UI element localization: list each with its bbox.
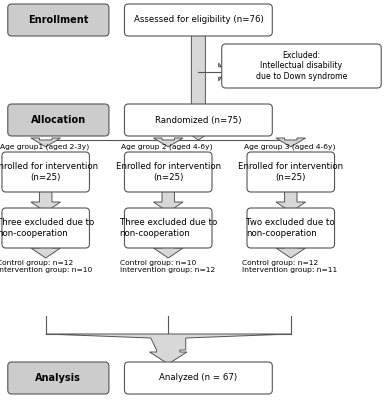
Polygon shape [153, 188, 183, 212]
Text: Two excluded due to
non-cooperation: Two excluded due to non-cooperation [247, 218, 335, 238]
FancyBboxPatch shape [124, 152, 212, 192]
FancyBboxPatch shape [247, 208, 335, 248]
Text: Enrolled for intervention
(n=25): Enrolled for intervention (n=25) [238, 162, 343, 182]
Text: Age group 3 (aged 4-6y): Age group 3 (aged 4-6y) [244, 144, 336, 150]
Polygon shape [153, 244, 183, 258]
FancyBboxPatch shape [2, 208, 89, 248]
Text: Analyzed (n = 67): Analyzed (n = 67) [159, 374, 237, 382]
Polygon shape [153, 138, 183, 147]
Polygon shape [184, 130, 213, 140]
Text: Control group: n=12
Intervention group: n=11: Control group: n=12 Intervention group: … [242, 260, 337, 273]
Polygon shape [46, 334, 291, 364]
Text: Three excluded due to
non-cooperation: Three excluded due to non-cooperation [0, 218, 94, 238]
Polygon shape [31, 138, 61, 147]
Polygon shape [31, 188, 61, 212]
FancyBboxPatch shape [8, 362, 109, 394]
FancyBboxPatch shape [8, 4, 109, 36]
Text: Three excluded due to
non-cooperation: Three excluded due to non-cooperation [120, 218, 217, 238]
FancyBboxPatch shape [124, 104, 272, 136]
Text: Randomized (n=75): Randomized (n=75) [155, 116, 242, 124]
Polygon shape [276, 138, 306, 147]
Text: Control group: n=12
Intervention group: n=10: Control group: n=12 Intervention group: … [0, 260, 92, 273]
Text: Control group: n=10
Intervention group: n=12: Control group: n=10 Intervention group: … [120, 260, 215, 273]
FancyBboxPatch shape [222, 44, 381, 88]
Text: Enrolled for intervention
(n=25): Enrolled for intervention (n=25) [0, 162, 98, 182]
Text: Age group 2 (aged 4-6y): Age group 2 (aged 4-6y) [121, 144, 213, 150]
FancyBboxPatch shape [124, 4, 272, 36]
FancyBboxPatch shape [8, 104, 109, 136]
Polygon shape [276, 188, 306, 212]
Text: Excluded:
Intellectual disability
due to Down syndrome: Excluded: Intellectual disability due to… [256, 51, 347, 81]
Text: Allocation: Allocation [31, 115, 86, 125]
Text: Age group1 (aged 2-3y): Age group1 (aged 2-3y) [0, 144, 89, 150]
FancyBboxPatch shape [124, 208, 212, 248]
Polygon shape [276, 244, 306, 258]
FancyBboxPatch shape [247, 152, 335, 192]
Text: Assessed for eligibility (n=76): Assessed for eligibility (n=76) [133, 16, 263, 24]
Polygon shape [31, 244, 61, 258]
FancyBboxPatch shape [2, 152, 89, 192]
Text: Analysis: Analysis [35, 373, 81, 383]
Text: Enrolled for intervention
(n=25): Enrolled for intervention (n=25) [116, 162, 221, 182]
Polygon shape [219, 63, 226, 81]
Text: Enrollment: Enrollment [28, 15, 89, 25]
FancyBboxPatch shape [124, 362, 272, 394]
Polygon shape [182, 32, 215, 120]
